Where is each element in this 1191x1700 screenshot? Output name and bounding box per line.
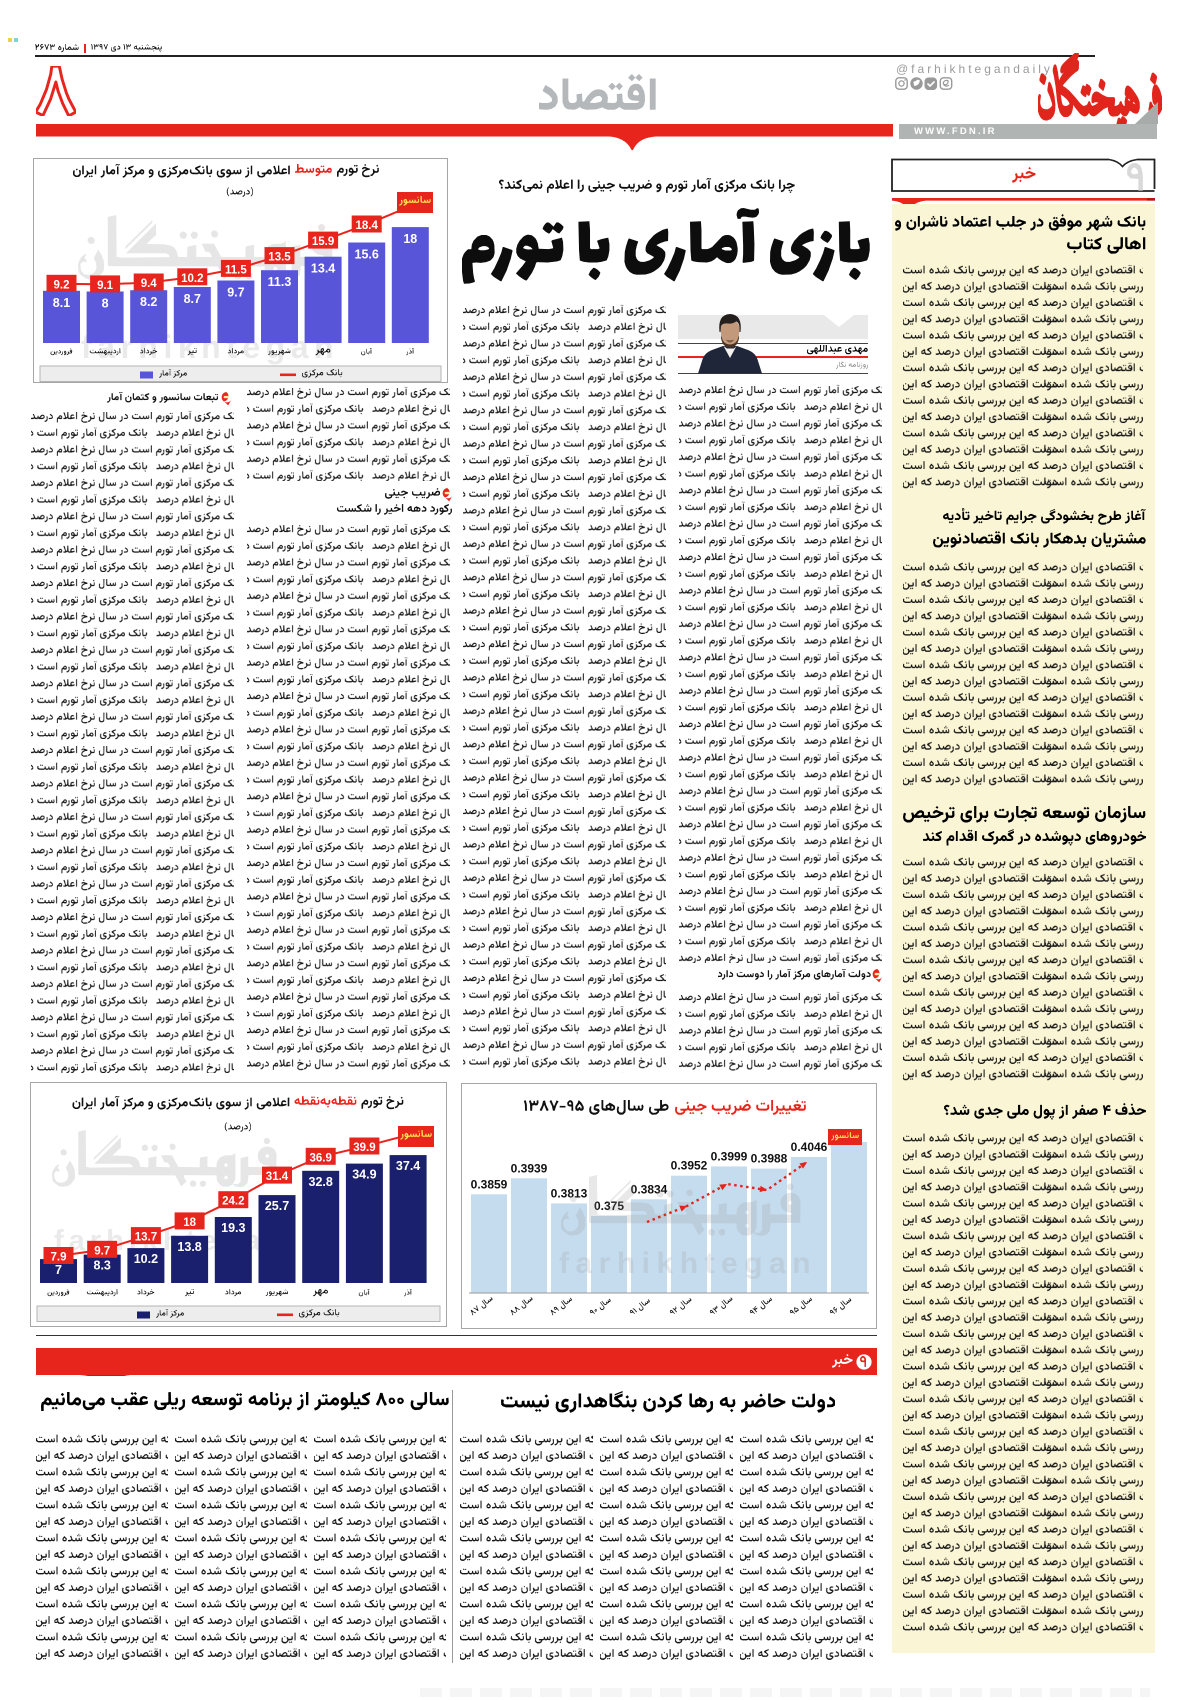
svg-text:13.5: 13.5 xyxy=(268,252,291,264)
svg-text:18: 18 xyxy=(183,1217,196,1229)
svg-text:19.3: 19.3 xyxy=(221,1221,245,1235)
svg-text:0.3834: 0.3834 xyxy=(631,1182,668,1196)
svg-text:9.1: 9.1 xyxy=(97,280,114,292)
svg-text:9.7: 9.7 xyxy=(227,286,244,300)
svg-text:18: 18 xyxy=(403,232,417,246)
svg-text:9.7: 9.7 xyxy=(94,1245,110,1257)
svg-text:37.4: 37.4 xyxy=(396,1159,420,1173)
svg-text:10.2: 10.2 xyxy=(134,1252,158,1266)
svg-text:0.4046: 0.4046 xyxy=(791,1140,828,1154)
svg-text:8.7: 8.7 xyxy=(184,292,201,306)
svg-text:0.3988: 0.3988 xyxy=(751,1152,788,1166)
svg-text:31.4: 31.4 xyxy=(266,1171,289,1183)
svg-text:13.7: 13.7 xyxy=(135,1232,157,1244)
svg-text:8: 8 xyxy=(102,297,109,311)
svg-text:9.2: 9.2 xyxy=(54,279,70,291)
svg-text:10.2: 10.2 xyxy=(181,273,203,285)
svg-text:0.3813: 0.3813 xyxy=(551,1186,588,1200)
svg-text:11.3: 11.3 xyxy=(268,275,292,289)
svg-text:13.4: 13.4 xyxy=(311,262,335,276)
svg-text:32.8: 32.8 xyxy=(309,1175,333,1189)
svg-text:0.3999: 0.3999 xyxy=(711,1149,748,1163)
svg-text:8.3: 8.3 xyxy=(94,1259,111,1273)
svg-text:0.3859: 0.3859 xyxy=(471,1177,508,1191)
svg-text:0.375: 0.375 xyxy=(594,1199,624,1213)
svg-text:8.2: 8.2 xyxy=(140,295,157,309)
svg-text:39.9: 39.9 xyxy=(353,1142,375,1154)
svg-text:34.9: 34.9 xyxy=(352,1168,376,1182)
svg-text:7: 7 xyxy=(55,1263,62,1277)
svg-text:7.9: 7.9 xyxy=(51,1252,67,1264)
svg-text:0.3952: 0.3952 xyxy=(671,1159,708,1173)
svg-text:25.7: 25.7 xyxy=(265,1199,289,1213)
svg-text:18.4: 18.4 xyxy=(356,220,379,232)
svg-text:farhikhtegan: farhikhtegan xyxy=(559,1247,817,1280)
svg-text:15.9: 15.9 xyxy=(312,236,334,248)
svg-text:0.3939: 0.3939 xyxy=(511,1161,548,1175)
svg-text:8.1: 8.1 xyxy=(53,296,70,310)
svg-text:36.9: 36.9 xyxy=(310,1152,332,1164)
svg-text:15.6: 15.6 xyxy=(355,248,379,262)
svg-text:13.8: 13.8 xyxy=(177,1240,201,1254)
svg-text:9.4: 9.4 xyxy=(141,278,158,290)
svg-text:24.2: 24.2 xyxy=(222,1196,244,1208)
svg-text:11.5: 11.5 xyxy=(225,264,247,276)
